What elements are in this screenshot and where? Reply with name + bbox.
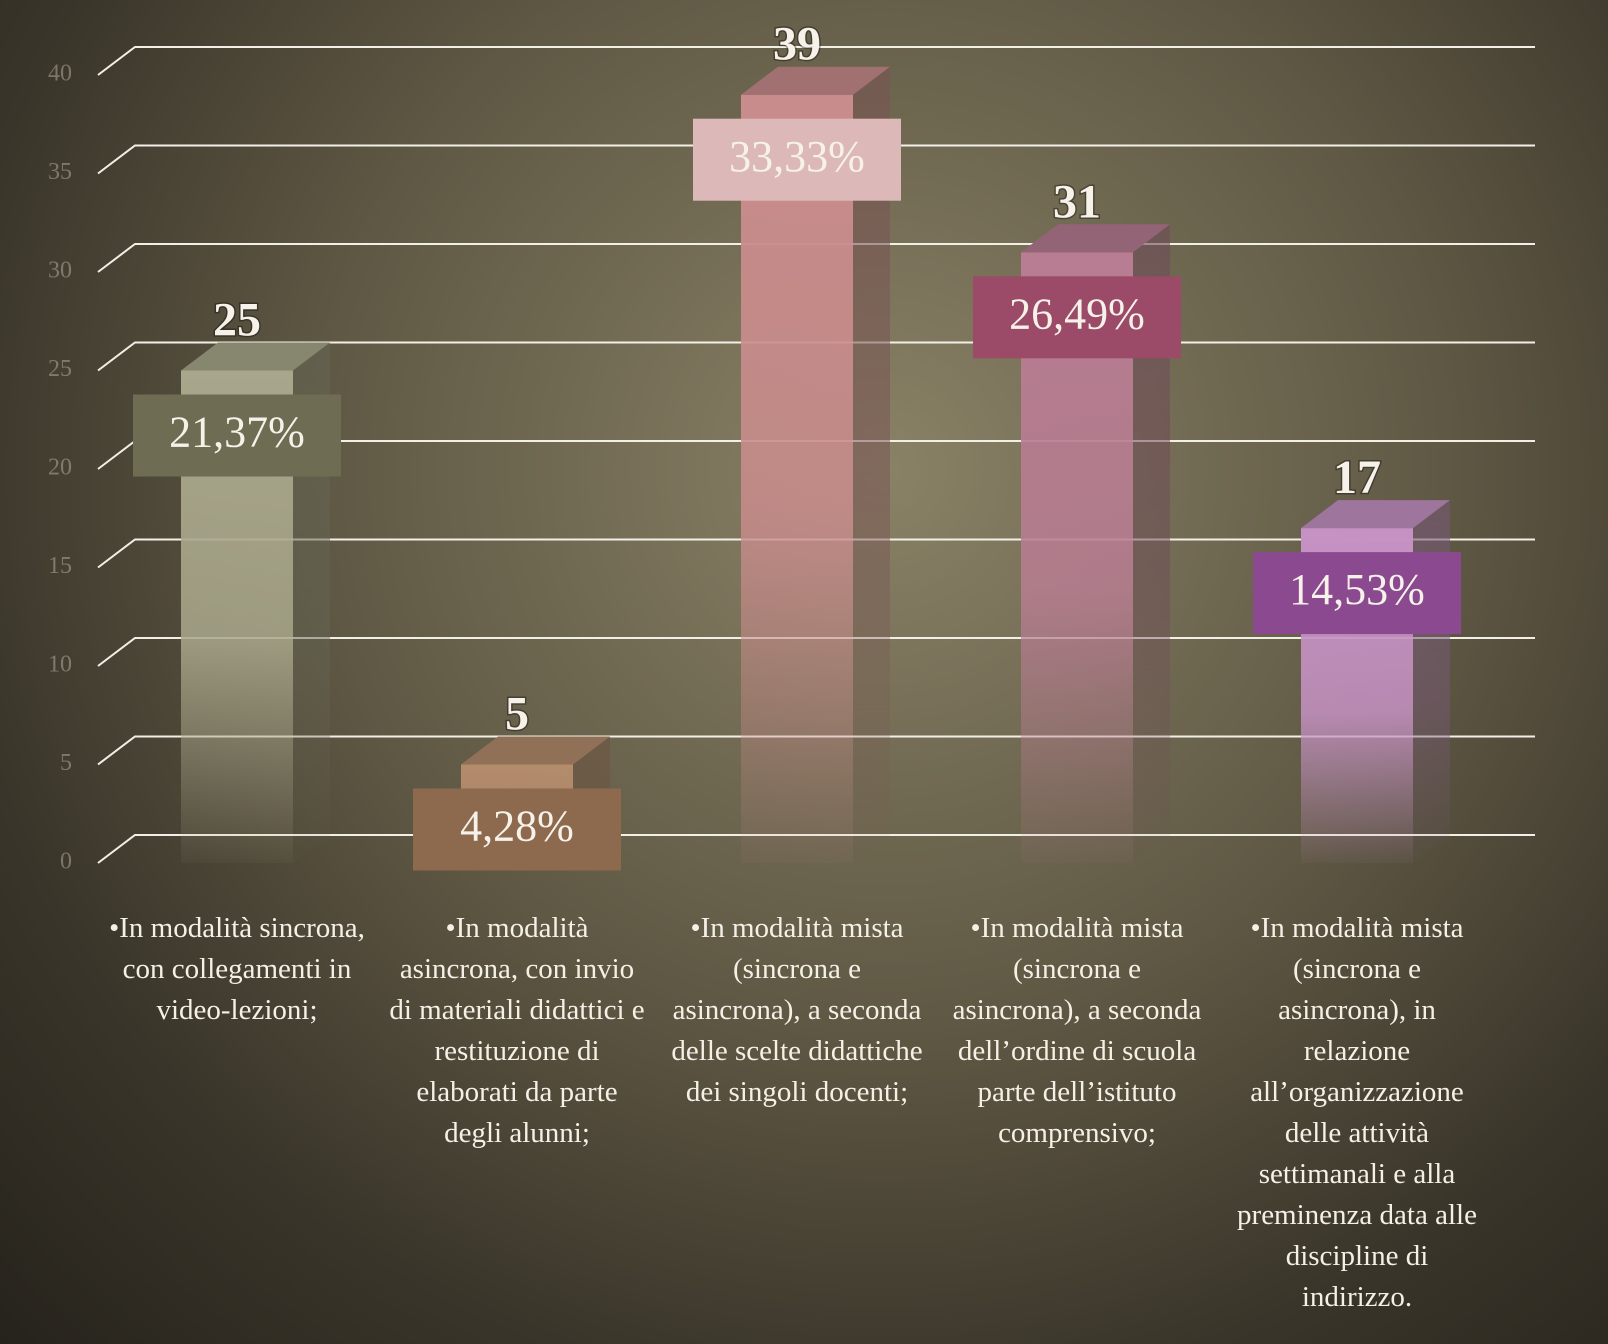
annotation-box (973, 276, 1181, 359)
value-label: 39 (773, 18, 821, 71)
value-label: 17 (1333, 451, 1381, 504)
bar (741, 66, 890, 863)
x-tick-label: •In modalità sincrona, con collegamenti … (109, 912, 365, 1026)
y-tick-label: 15 (48, 553, 72, 579)
annotation-box (133, 394, 341, 477)
annotation-box (693, 118, 901, 201)
bar-front (741, 94, 853, 863)
y-tick-label: 5 (60, 750, 72, 776)
grid-line (97, 144, 1535, 175)
y-tick-label: 30 (48, 258, 72, 284)
bar-top (181, 342, 330, 371)
annotation: 14,53% (1289, 565, 1425, 614)
y-tick-label: 25 (48, 356, 72, 382)
annotation: 4,28% (460, 802, 574, 851)
y-tick-label: 40 (48, 61, 72, 87)
y-tick-label: 35 (48, 159, 72, 185)
value-label: 25 (213, 294, 261, 347)
bar-top (741, 66, 890, 95)
x-tick-label: •In modalità asincrona, con invio di mat… (389, 912, 645, 1149)
annotation: 21,37% (169, 408, 305, 457)
bar-top (461, 736, 610, 765)
bar-side (1133, 224, 1170, 864)
grid-line (97, 46, 1535, 76)
bar-top (1021, 224, 1170, 253)
bar-top (1301, 500, 1450, 529)
annotation-box (1253, 552, 1461, 635)
value-label: 31 (1053, 175, 1101, 228)
y-tick-label: 20 (48, 455, 72, 481)
x-tick-label: •In modalità mista (sincrona e asincrona… (671, 912, 923, 1108)
annotation: 26,49% (1009, 289, 1145, 338)
value-label: 5 (505, 688, 529, 741)
annotation-box (413, 788, 621, 871)
annotation: 33,33% (729, 132, 865, 181)
x-tick-label: •In modalità mista (sincrona e asincrona… (1237, 912, 1477, 1313)
bar-side (853, 66, 890, 863)
y-tick-label: 10 (48, 652, 72, 678)
x-tick-label: •In modalità mista (sincrona e asincrona… (952, 912, 1202, 1149)
y-tick-label: 0 (60, 849, 72, 875)
